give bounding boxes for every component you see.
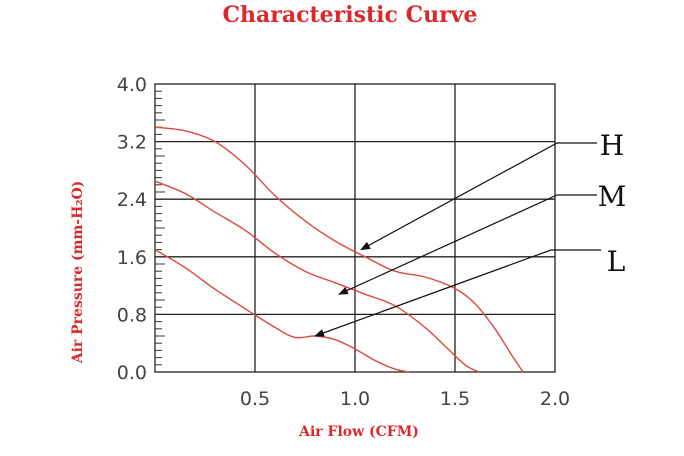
leader-arrow-m xyxy=(338,194,597,295)
y-tick-label: 1.6 xyxy=(117,247,147,269)
x-tick-label: 0.5 xyxy=(240,388,270,410)
leader-arrow-l xyxy=(314,249,601,337)
leader-arrow-h xyxy=(360,142,597,251)
x-tick-label: 2.0 xyxy=(540,388,570,410)
y-tick-label: 2.4 xyxy=(117,189,147,211)
series-label-l: L xyxy=(607,245,626,278)
y-tick-label: 0.8 xyxy=(117,304,147,326)
curve-h xyxy=(154,126,524,373)
series-label-h: H xyxy=(600,129,624,162)
series-label-m: M xyxy=(598,180,627,213)
grid xyxy=(154,83,556,373)
curves xyxy=(154,126,524,373)
y-tick-label: 4.0 xyxy=(117,74,147,96)
x-tick-label: 1.5 xyxy=(440,388,470,410)
x-tick-label: 1.0 xyxy=(340,388,370,410)
tick-labels: 0.5 1.0 1.5 2.0 0.0 0.8 1.6 2.4 3.2 4.0 xyxy=(117,74,570,410)
x-axis-label: Air Flow (CFM) xyxy=(298,424,419,440)
y-tick-label: 0.0 xyxy=(117,362,147,384)
curve-m xyxy=(154,180,480,373)
series-annotations: HML xyxy=(314,129,627,337)
chart-title: Characteristic Curve xyxy=(223,2,478,28)
y-axis-label: Air Pressure (mm-H₂O) xyxy=(70,181,86,365)
y-tick-label: 3.2 xyxy=(117,132,147,154)
curve-l xyxy=(154,248,410,373)
